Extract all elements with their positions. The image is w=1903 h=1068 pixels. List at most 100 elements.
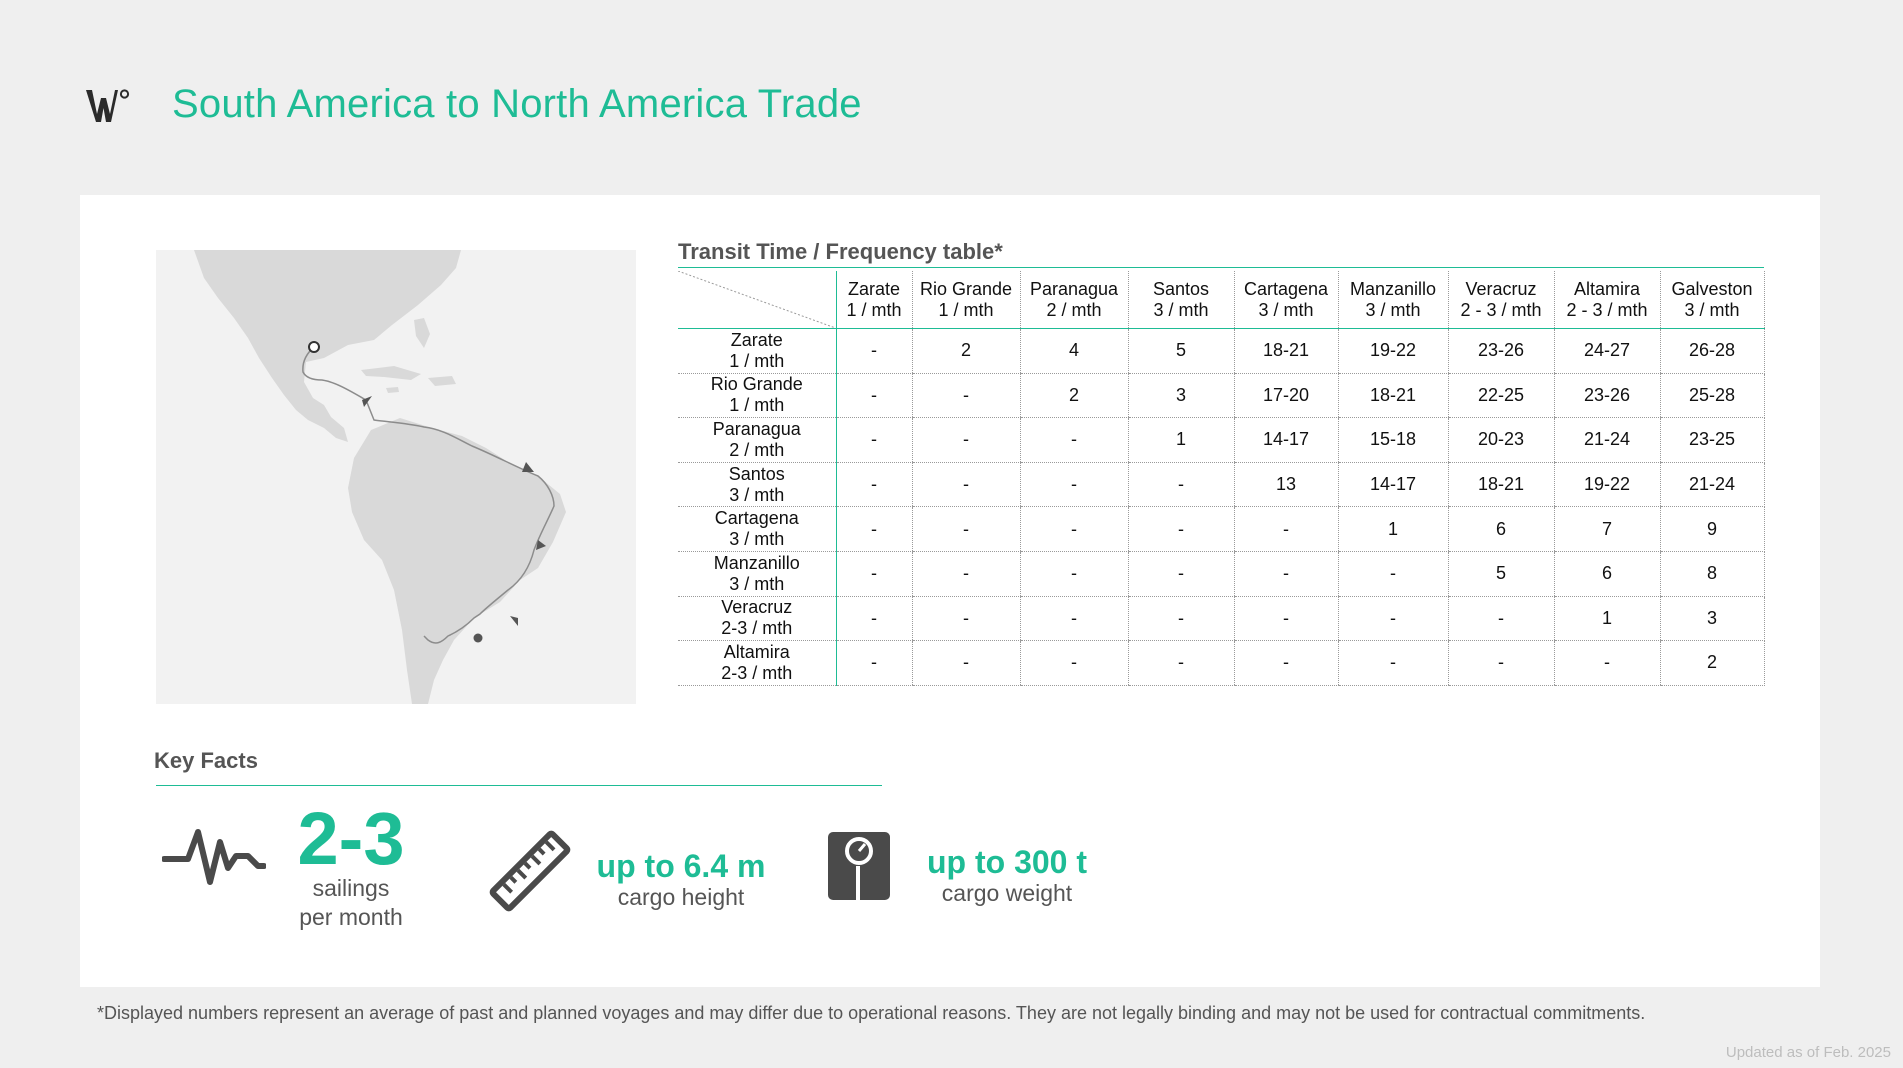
table-cell: - [1233,551,1338,597]
table-cell: 21-24 [1659,462,1765,508]
row-header: Cartagena 3 / mth [678,506,836,552]
column-header-santos: Santos 3 / mth [1127,271,1234,329]
table-cell: - [1127,640,1234,686]
updated-date: Updated as of Feb. 2025 [1725,1044,1891,1061]
table-cell: - [1337,551,1448,597]
key-facts-rule [156,785,882,786]
table-cell: 6 [1553,551,1660,597]
table-row: Cartagena 3 / mth - - - - -1 6 7 9 [678,506,1765,552]
table-cell: - [911,551,1020,597]
table-cell: - [1447,596,1554,642]
row-header: Altamira 2-3 / mth [678,640,836,686]
column-header-rio-grande: Rio Grande 1 / mth [911,271,1020,329]
table-cell: 24-27 [1553,328,1660,374]
table-cell: 1 [1553,596,1660,642]
sailings-value: 2-3 [297,797,405,880]
table-cell: 4 [1019,328,1128,374]
wallenius-wilhelmsen-logo-icon [86,89,130,122]
table-cell: - [835,417,912,463]
key-facts-title: Key Facts [154,748,258,773]
table-cell: - [1127,596,1234,642]
table-row: Rio Grande 1 / mth - -2 3 17-20 18-21 22-25 23-2… [678,373,1765,419]
column-header-galveston: Galveston 3 / mth [1659,271,1765,329]
table-row: Zarate 1 / mth -2 4 5 18-21 19-22 23-26 24-27 26-… [678,328,1765,374]
table-cell: - [1447,640,1554,686]
table-row: Paranagua 2 / mth - - -1 14-17 15-18 20-23 21-24… [678,417,1765,463]
table-cell: 23-26 [1553,373,1660,419]
table-cell: - [1337,596,1448,642]
table-cell: 2 [1659,640,1765,686]
table-cell: - [835,373,912,419]
table-cell: - [835,551,912,597]
table-cell: - [911,373,1020,419]
table-cell: - [1019,462,1128,508]
table-row: Veracruz 2-3 / mth - - - - - - -1 3 [678,596,1765,642]
footnote: *Displayed numbers represent an average … [97,1003,1646,1023]
table-header-row: Zarate 1 / mth Rio Grande 1 / mth Paranagu… [678,271,1765,329]
sailings-label-line1: sailings [312,875,390,901]
table-cell: - [835,462,912,508]
table-cell: - [911,462,1020,508]
route-map-icon [156,250,636,704]
table-cell: 23-26 [1447,328,1554,374]
table-title: Transit Time / Frequency table* [678,239,1003,264]
table-cell: 21-24 [1553,417,1660,463]
table-cell: 1 [1337,506,1448,552]
column-header-zarate: Zarate 1 / mth [835,271,912,329]
table-cell: - [1127,462,1234,508]
table-row: Manzanillo 3 / mth - - - - - -5 6 8 [678,551,1765,597]
table-cell: 3 [1659,596,1765,642]
table-cell: 1 [1127,417,1234,463]
content-card: Transit Time / Frequency table* Zarate 1 … [80,195,1820,987]
transit-frequency-table: Zarate 1 / mth Rio Grande 1 / mth Paranagu… [678,271,1765,686]
cargo-height-value: up to 6.4 m [596,848,766,884]
pulse-icon [162,829,266,885]
ruler-icon [489,830,571,912]
row-header: Santos 3 / mth [678,462,836,508]
table-row: Santos 3 / mth - - - -13 14-17 18-21 19-22 21-24 [678,462,1765,508]
table-cell: - [1233,640,1338,686]
table-corner-cell [678,271,836,329]
cargo-weight-value: up to 300 t [926,844,1087,880]
page-title: South America to North America Trade [172,82,862,126]
table-cell: 3 [1127,373,1234,419]
sailings-label-line2: per month [299,904,403,930]
table-cell: 8 [1659,551,1765,597]
table-cell: 23-25 [1659,417,1765,463]
table-cell: - [1127,506,1234,552]
scale-icon [828,832,890,900]
column-header-altamira: Altamira 2 - 3 / mth [1553,271,1660,329]
table-cell: - [835,328,912,374]
row-header: Manzanillo 3 / mth [678,551,836,597]
table-cell: - [835,640,912,686]
table-cell: 7 [1553,506,1660,552]
table-cell: 2 [1019,373,1128,419]
table-cell: - [1019,640,1128,686]
table-cell: - [1019,551,1128,597]
table-cell: - [1019,417,1128,463]
table-cell: 19-22 [1337,328,1448,374]
row-header: Veracruz 2-3 / mth [678,596,836,642]
table-cell: - [1127,551,1234,597]
table-cell: 5 [1447,551,1554,597]
table-cell: 18-21 [1447,462,1554,508]
table-cell: 18-21 [1337,373,1448,419]
row-header: Rio Grande 1 / mth [678,373,836,419]
table-cell: - [835,506,912,552]
row-header: Zarate 1 / mth [678,328,836,374]
table-cell: - [1233,596,1338,642]
table-cell: 22-25 [1447,373,1554,419]
table-cell: 25-28 [1659,373,1765,419]
table-cell: 20-23 [1447,417,1554,463]
table-cell: 6 [1447,506,1554,552]
table-cell: 2 [911,328,1020,374]
cargo-weight-label: cargo weight [941,880,1073,906]
table-cell: 17-20 [1233,373,1338,419]
table-cell: - [911,417,1020,463]
column-header-cartagena: Cartagena 3 / mth [1233,271,1338,329]
table-cell: 18-21 [1233,328,1338,374]
table-cell: 14-17 [1337,462,1448,508]
table-cell: 5 [1127,328,1234,374]
table-cell: - [1337,640,1448,686]
cargo-height-label: cargo height [617,884,745,910]
